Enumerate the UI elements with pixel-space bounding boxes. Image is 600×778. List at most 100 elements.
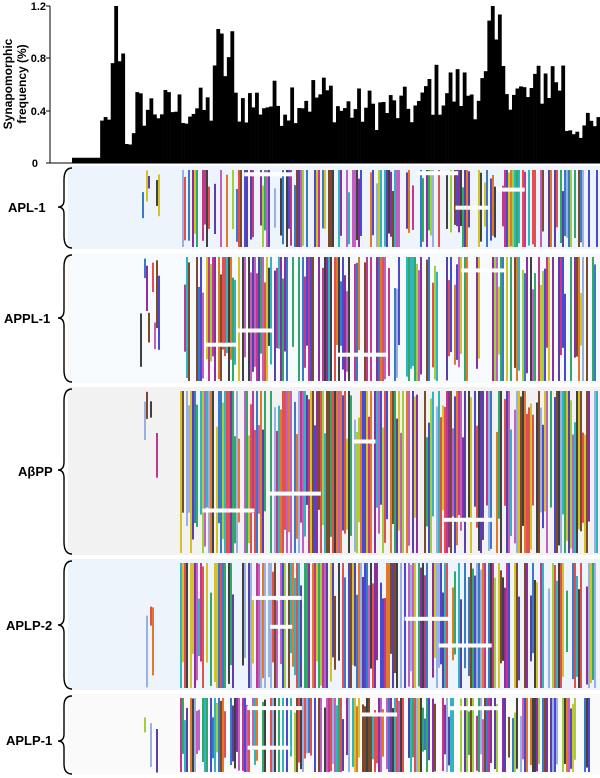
frequency-bar bbox=[466, 95, 471, 163]
group-label-abpp: AβPP bbox=[18, 464, 53, 479]
frequency-bar bbox=[526, 97, 530, 163]
alignment-column bbox=[402, 391, 404, 553]
frequency-bar bbox=[297, 107, 302, 163]
alignment-column bbox=[426, 170, 428, 247]
alignment-column bbox=[392, 708, 394, 772]
alignment-column bbox=[392, 391, 394, 524]
alignment-column bbox=[480, 698, 482, 755]
alignment-column bbox=[218, 698, 220, 772]
alignment-column bbox=[450, 698, 452, 772]
alignment-column bbox=[208, 186, 210, 229]
alignment-column bbox=[424, 391, 426, 553]
alignment-column bbox=[270, 257, 272, 365]
alignment-column bbox=[360, 391, 362, 553]
alignment-column bbox=[254, 698, 256, 765]
alignment-column bbox=[238, 257, 240, 381]
alignment-column bbox=[522, 170, 524, 247]
alignment-column bbox=[262, 701, 264, 772]
alignment-column bbox=[260, 599, 262, 688]
alignment-column bbox=[208, 391, 210, 553]
alignment-column bbox=[144, 717, 146, 733]
alignment-column bbox=[398, 257, 400, 345]
alignment-column bbox=[574, 422, 576, 553]
alignment-column bbox=[482, 563, 484, 688]
alignment-column bbox=[262, 185, 264, 247]
alignment-column bbox=[478, 257, 480, 359]
alignment-column bbox=[492, 563, 494, 688]
alignment-column bbox=[560, 170, 562, 243]
frequency-bar bbox=[473, 119, 478, 163]
alignment-column bbox=[220, 391, 222, 553]
alignment-column bbox=[298, 257, 300, 381]
alignment-column bbox=[560, 391, 562, 553]
alignment-column bbox=[392, 563, 394, 688]
frequency-bar bbox=[575, 131, 580, 163]
alignment-column bbox=[550, 698, 552, 772]
alignment-column bbox=[572, 563, 574, 680]
alignment-column bbox=[288, 170, 290, 229]
alignment-column bbox=[346, 291, 348, 372]
frequency-bar bbox=[395, 118, 400, 163]
alignment-column bbox=[496, 257, 498, 381]
alignment-column bbox=[488, 391, 490, 551]
alignment-column bbox=[330, 391, 332, 537]
alignment-column bbox=[370, 714, 372, 772]
alignment-column bbox=[380, 257, 382, 381]
alignment-column bbox=[474, 575, 476, 688]
frequency-bar bbox=[388, 95, 393, 163]
alignment-column bbox=[196, 563, 198, 681]
frequency-bar bbox=[399, 95, 404, 163]
alignment-column bbox=[520, 716, 522, 772]
frequency-bar bbox=[385, 113, 390, 163]
alignment-column bbox=[148, 312, 150, 343]
alignment-column bbox=[326, 257, 328, 381]
alignment-column bbox=[354, 563, 356, 667]
alignment-column bbox=[360, 170, 362, 236]
frequency-bar bbox=[452, 101, 456, 163]
alignment-column bbox=[548, 588, 550, 688]
alignment-column bbox=[348, 257, 350, 381]
alignment-column bbox=[220, 274, 222, 381]
alignment-column bbox=[268, 267, 270, 346]
frequency-bar bbox=[353, 109, 358, 163]
alignment-column bbox=[156, 260, 158, 329]
frequency-bar bbox=[512, 94, 516, 163]
alignment-column bbox=[150, 723, 152, 767]
alignment-column bbox=[458, 563, 460, 688]
alignment-column bbox=[364, 706, 366, 772]
alignment-column bbox=[440, 417, 442, 553]
alignment-column bbox=[578, 170, 580, 247]
alignment-column bbox=[530, 698, 532, 765]
alignment-column bbox=[520, 396, 522, 553]
alignment-column bbox=[414, 257, 416, 381]
alignment-column bbox=[374, 710, 376, 772]
alignment-column bbox=[220, 170, 222, 247]
alignment-column bbox=[494, 698, 496, 770]
alignment-column bbox=[294, 185, 296, 247]
frequency-bar bbox=[543, 73, 548, 163]
alignment-column bbox=[568, 170, 570, 247]
group-appl-1: APPL-1 bbox=[4, 253, 600, 383]
alignment-column bbox=[300, 698, 302, 770]
alignment-column bbox=[478, 391, 480, 551]
alignment-column bbox=[270, 391, 272, 553]
frequency-bar bbox=[244, 122, 249, 163]
alignment-column bbox=[384, 170, 386, 247]
alignment-column bbox=[352, 563, 354, 666]
frequency-bar bbox=[445, 93, 449, 163]
alignment-column bbox=[310, 698, 312, 756]
alignment-column bbox=[216, 426, 218, 553]
alignment-column bbox=[252, 698, 254, 750]
alignment-column bbox=[586, 391, 588, 553]
alignment-column bbox=[492, 175, 494, 236]
alignment-column bbox=[526, 257, 528, 374]
frequency-bar bbox=[578, 137, 583, 163]
alignment-column bbox=[204, 391, 206, 547]
alignment-column bbox=[304, 698, 306, 759]
alignment-column bbox=[450, 257, 452, 353]
alignment-column bbox=[542, 170, 544, 232]
alignment-column bbox=[412, 257, 414, 366]
alignment-column bbox=[556, 580, 558, 688]
alignment-column bbox=[580, 293, 582, 346]
alignment-column bbox=[296, 170, 298, 247]
